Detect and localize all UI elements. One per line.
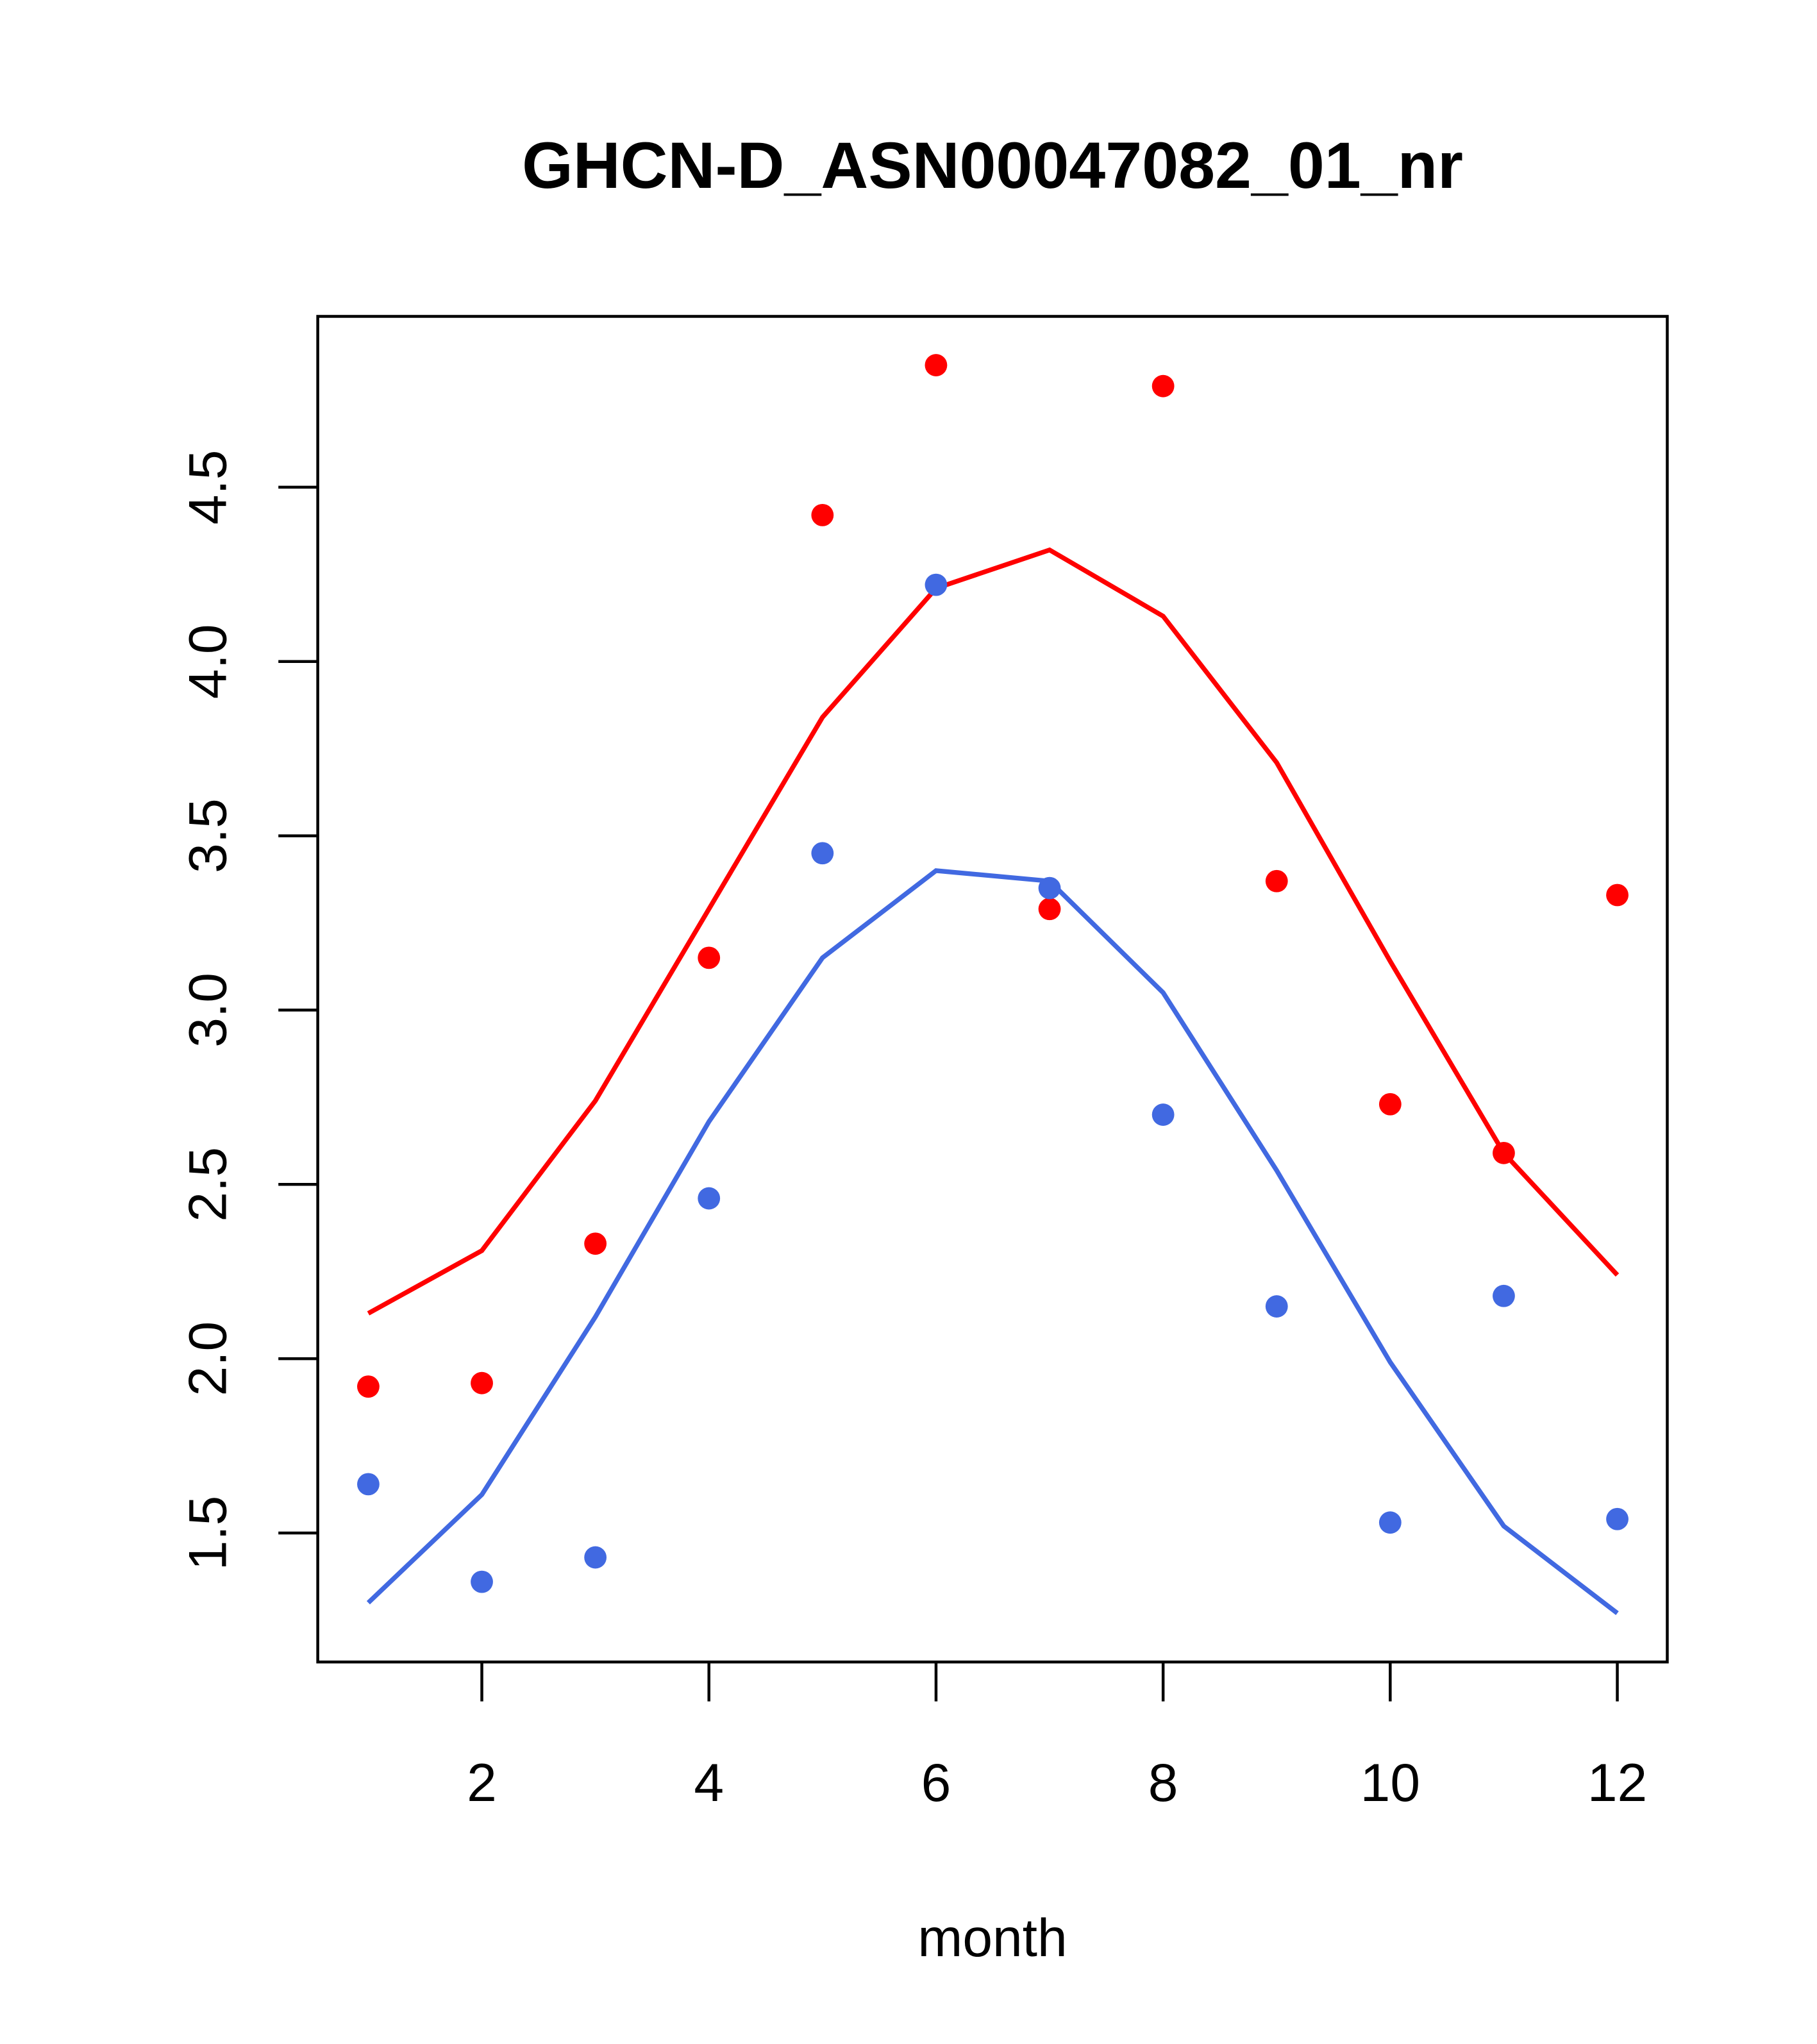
red-points-point [1378, 1093, 1402, 1116]
red-points-point [698, 946, 721, 969]
y-tick-label: 3.5 [177, 798, 237, 873]
blue-line [366, 868, 1619, 1615]
red-points-point [811, 503, 834, 526]
red-points-point [1265, 869, 1288, 892]
x-tick-label: 4 [694, 1752, 724, 1813]
x-tick-label: 10 [1361, 1752, 1420, 1813]
blue-points-point [925, 573, 948, 596]
x-tick-label: 6 [921, 1752, 951, 1813]
x-tick-label: 12 [1587, 1752, 1647, 1813]
x-tick-label: 8 [1148, 1752, 1178, 1813]
y-tick-label: 1.5 [177, 1496, 237, 1571]
series-layer [357, 354, 1629, 1615]
blue-points-point [1493, 1284, 1515, 1307]
blue-points-point [471, 1570, 493, 1593]
blue-points-point [357, 1473, 380, 1496]
x-axis: 2 4 6 8 10 12 [467, 1662, 1647, 1813]
y-tick-label: 4.5 [177, 450, 237, 525]
blue-points-point [1038, 876, 1061, 900]
blue-points-point [1606, 1507, 1629, 1530]
y-tick-label: 2.5 [177, 1147, 237, 1222]
red-points-point [925, 354, 948, 376]
y-axis: 1.5 2.0 2.5 3.0 3.5 4.0 4.5 [177, 450, 318, 1571]
x-axis-label: month [917, 1907, 1067, 1968]
blue-points-point [698, 1187, 721, 1210]
y-tick-label: 4.0 [177, 624, 237, 699]
red-points-point [584, 1232, 607, 1255]
red-points-point [1606, 884, 1629, 907]
red-points-point [1493, 1141, 1515, 1164]
blue-points-point [1265, 1295, 1288, 1318]
blue-points-point [1151, 1103, 1175, 1126]
red-line [367, 547, 1620, 1316]
red-points-point [1038, 898, 1061, 921]
blue-points-point [1378, 1511, 1402, 1534]
red-points-point [357, 1375, 380, 1398]
red-points-point [1151, 374, 1175, 398]
plot-frame [316, 315, 1669, 1664]
y-tick-label: 3.0 [177, 973, 237, 1048]
blue-points-point [584, 1546, 607, 1569]
chart-title: GHCN-D_ASN00047082_01_nr [522, 128, 1463, 202]
blue-points-point [811, 842, 834, 865]
x-tick-label: 2 [467, 1752, 497, 1813]
red-points-point [471, 1371, 493, 1395]
y-tick-label: 2.0 [177, 1321, 237, 1396]
